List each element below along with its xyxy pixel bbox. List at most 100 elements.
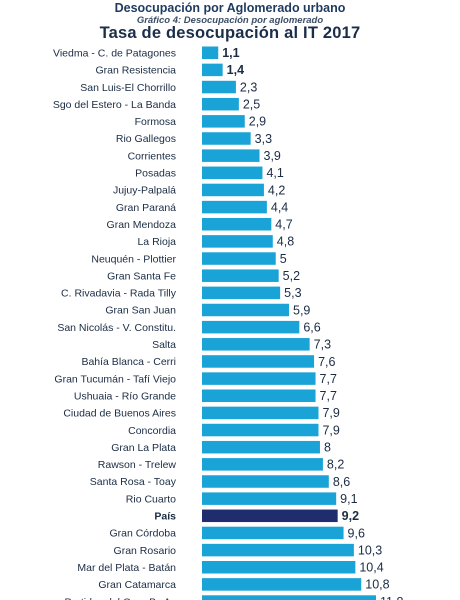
category-label: La Rioja [137,236,176,248]
category-label: Salta [152,339,176,351]
value-label: 11,8 [380,595,403,600]
category-label: Santa Rosa - Toay [90,476,177,488]
category-label: Bahía Blanca - Cerri [81,356,176,368]
chart-subtitle: Gráfico 4: Desocupación por aglomerado [136,15,324,26]
bar [202,218,272,231]
value-label: 4,2 [268,183,285,197]
bar [202,440,320,454]
category-label: Ushuaia - Río Grande [74,390,176,402]
value-label: 2,3 [240,80,257,94]
category-label: Viedma - C. de Patagones [53,47,176,59]
value-label: 6,6 [303,320,320,334]
category-label: Gran Mendoza [107,219,177,231]
value-label: 1,1 [222,46,239,60]
bar [202,492,337,505]
bar [202,372,316,385]
value-label: 5 [280,252,287,266]
bar [202,97,239,111]
value-label: 7,9 [322,423,339,437]
value-label: 2,9 [249,115,266,129]
bar [202,286,281,300]
category-label: Gran Córdoba [109,528,176,540]
bar [202,235,273,248]
value-label: 2,5 [243,98,260,112]
category-label: Rio Gallegos [116,133,176,145]
bar [202,389,316,402]
value-label: 5,3 [284,286,301,300]
value-label: 5,9 [293,303,310,317]
value-label: 10,8 [365,578,389,592]
category-label: Posadas [135,168,176,180]
value-label: 7,7 [320,389,337,403]
category-label: Gran La Plata [111,442,176,454]
bar [202,132,251,145]
bar [202,458,323,471]
category-label: Concordia [128,425,176,437]
category-label: Gran Rosario [114,545,177,557]
category-label: Gran Santa Fe [107,270,176,282]
value-label: 8,6 [333,475,350,489]
category-label: País [154,511,176,523]
chart-supertitle: Desocupación por Aglomerado urbano [114,1,346,15]
category-label: C. Rivadavia - Rada Tilly [61,288,177,300]
value-label: 7,9 [322,406,339,420]
value-label: 4,1 [266,166,283,180]
bar [202,475,329,488]
category-label: Jujuy-Palpalá [113,185,176,197]
bar [202,355,315,368]
category-label: Sgo del Estero - La Banda [53,99,176,111]
bar [202,338,310,351]
bar [202,543,354,557]
category-label: Partidos del Gran Bs As [65,596,176,600]
value-label: 4,8 [277,235,294,249]
value-label: 3,9 [264,149,281,163]
category-label: Corrientes [128,150,176,162]
value-label: 4,4 [271,200,288,214]
value-label: 5,2 [283,269,300,283]
bar [202,303,289,317]
value-label: 1,4 [227,63,244,77]
value-label: 7,6 [318,355,335,369]
value-label: 9,2 [342,509,359,523]
category-label: Gran Paraná [116,202,176,214]
value-label: 8 [324,441,331,455]
bar [202,578,362,591]
bar [202,595,376,600]
category-label: Rawson - Trelew [98,459,177,471]
value-label: 8,2 [327,458,344,472]
bar [202,183,264,197]
category-label: Gran Catamarca [98,579,176,591]
category-label: San Luis-El Chorrillo [80,82,176,94]
value-label: 9,6 [348,526,365,540]
bar [202,406,319,420]
value-label: 4,7 [275,218,292,232]
category-label: Gran Tucumán - Tafí Viejo [54,373,176,385]
bar [202,80,236,94]
bar [202,115,245,128]
bar [202,423,319,437]
category-label: Rio Cuarto [126,493,176,505]
category-label: San Nicolás - V. Constitu. [57,322,176,334]
value-label: 3,3 [255,132,272,146]
category-label: Gran Resistencia [95,65,176,77]
value-label: 7,3 [314,338,331,352]
bar-highlight [202,509,338,523]
value-label: 9,1 [340,492,357,506]
bar [202,63,223,77]
category-label: Mar del Plata - Batán [77,562,176,574]
value-label: 10,3 [358,543,382,557]
bar [202,166,263,180]
category-label: Gran San Juan [105,305,176,317]
value-label: 7,7 [320,372,337,386]
bar [202,526,344,540]
bar [202,252,276,265]
bar [202,320,300,334]
bar [202,269,279,282]
bar [202,149,260,162]
category-label: Neuquén - Plottier [91,253,176,265]
chart-title: Tasa de desocupación al IT 2017 [99,24,361,42]
bar [202,46,219,59]
bar [202,200,267,214]
category-label: Formosa [135,116,177,128]
